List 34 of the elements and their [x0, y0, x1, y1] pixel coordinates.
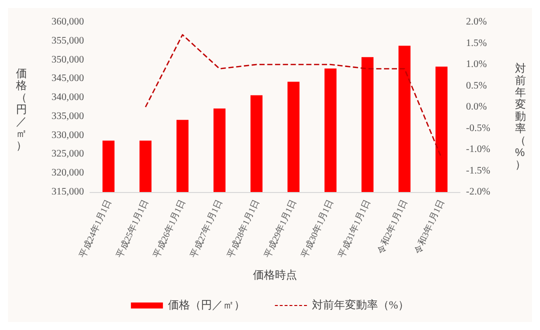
- y-tick-label: 335,000: [52, 110, 84, 122]
- text: 対前年変動率（%）: [515, 63, 526, 171]
- y2-tick-label: -2.0%: [466, 186, 490, 198]
- y2-tick-label: 2.0%: [466, 16, 487, 28]
- legend-label: 対前年変動率（%）: [312, 298, 410, 312]
- x-tick-label: 平成24年1月1日: [77, 198, 114, 260]
- y2-tick-label: -1.0%: [466, 144, 490, 155]
- x-axis-title: 価格時点: [253, 268, 297, 282]
- y2-tick-label: 1.0%: [466, 59, 487, 70]
- y2-tick-label: -0.5%: [466, 122, 490, 134]
- x-tick-label: 平成27年1月1日: [188, 198, 224, 260]
- x-tick-label: 平成25年1月1日: [114, 198, 150, 260]
- y-axis-title: 価格（円／㎡）: [15, 68, 27, 152]
- x-tick-label: 平成28年1月1日: [225, 198, 262, 260]
- y-tick-label: 315,000: [52, 186, 84, 198]
- y-tick-label: 350,000: [52, 54, 84, 66]
- y-tick-label: 340,000: [52, 92, 84, 104]
- x-tick-label: 平成31年1月1日: [336, 198, 372, 260]
- y2-tick-label: 1.5%: [466, 38, 487, 49]
- y2-tick-label: -1.5%: [466, 165, 490, 176]
- y-tick-label: 325,000: [52, 148, 84, 160]
- legend-label: 価格（円／㎡）: [168, 300, 245, 312]
- y2-tick-label: 0.5%: [466, 80, 487, 92]
- x-tick-label: 平成26年1月1日: [151, 198, 188, 260]
- x-tick-label: 平成29年1月1日: [262, 198, 298, 260]
- x-tick-label: 令和2年1月1日: [375, 198, 410, 256]
- y-tick-label: 320,000: [52, 168, 84, 179]
- y-tick-label: 360,000: [52, 16, 84, 28]
- y-tick-label: 355,000: [52, 35, 84, 46]
- y-tick-label: 330,000: [52, 130, 84, 141]
- x-tick-label: 令和3年1月1日: [412, 198, 446, 256]
- y-tick-label: 345,000: [52, 73, 84, 84]
- y2-tick-label: 0.0%: [466, 102, 487, 112]
- x-tick-label: 平成30年1月1日: [299, 198, 336, 260]
